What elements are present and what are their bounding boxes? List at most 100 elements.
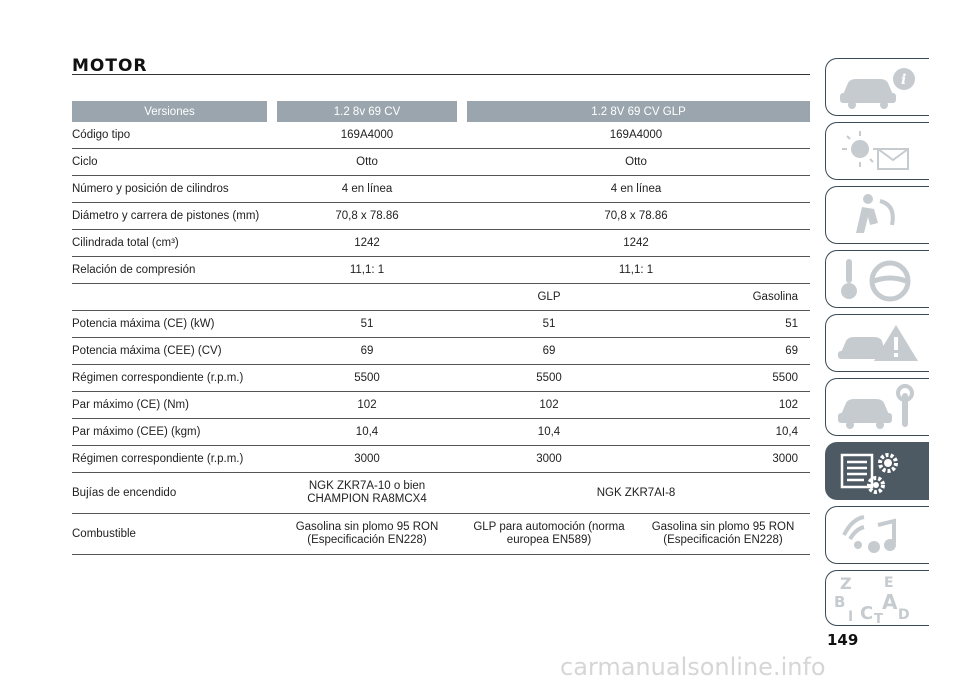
svg-text:Z: Z bbox=[840, 575, 852, 593]
table-row: Régimen correspondiente (r.p.m.) 3000 30… bbox=[72, 445, 810, 473]
table-row: Número y posición de cilindros 4 en líne… bbox=[72, 175, 810, 203]
cell-value: 70,8 x 78.86 bbox=[462, 202, 810, 230]
cell-value: NGK ZKR7A-10 o bien CHAMPION RA8MCX4 bbox=[272, 472, 462, 514]
row-label: Bujías de encendido bbox=[72, 472, 272, 514]
cell-value: 102 bbox=[462, 391, 636, 419]
row-label: Régimen correspondiente (r.p.m.) bbox=[72, 364, 272, 392]
header-version-2: 1.2 8V 69 CV GLP bbox=[462, 101, 810, 122]
lights-message-icon bbox=[842, 131, 909, 170]
tab-emergency[interactable] bbox=[825, 314, 929, 372]
cell-value: 70,8 x 78.86 bbox=[272, 202, 462, 230]
tab-specifications[interactable] bbox=[825, 442, 929, 500]
cell-value: 51 bbox=[462, 310, 636, 338]
cell-value: Gasolina sin plomo 95 RON (Especificació… bbox=[636, 513, 810, 555]
cell-value: 11,1: 1 bbox=[272, 256, 462, 284]
row-label: Régimen correspondiente (r.p.m.) bbox=[72, 445, 272, 473]
cell-value: 5500 bbox=[462, 364, 636, 392]
cell-value: GLP para automoción (norma europea EN589… bbox=[462, 513, 636, 555]
cell-line: NGK ZKR7A-10 o bien bbox=[308, 480, 426, 492]
cell-line: (Especificación EN228) bbox=[663, 534, 783, 546]
row-label: Combustible bbox=[72, 513, 272, 555]
table-row: Par máximo (CE) (Nm) 102 102 102 bbox=[72, 391, 810, 419]
tab-safety[interactable] bbox=[825, 186, 929, 244]
engine-spec-table: Versiones 1.2 8v 69 CV 1.2 8V 69 CV GLP … bbox=[72, 101, 810, 555]
table-header-row: Versiones 1.2 8v 69 CV 1.2 8V 69 CV GLP bbox=[72, 101, 810, 122]
tab-car-info[interactable]: i bbox=[825, 58, 929, 116]
subheader-gasolina: Gasolina bbox=[636, 283, 810, 311]
cell-value: 69 bbox=[462, 337, 636, 365]
cell-value: 69 bbox=[272, 337, 462, 365]
cell-value: 10,4 bbox=[462, 418, 636, 446]
cell-value: 4 en línea bbox=[462, 175, 810, 203]
row-label: Número y posición de cilindros bbox=[72, 175, 272, 203]
page-title: MOTOR bbox=[72, 56, 148, 76]
table-row: Diámetro y carrera de pistones (mm) 70,8… bbox=[72, 202, 810, 230]
cell-value: 51 bbox=[636, 310, 810, 338]
table-row: Bujías de encendido NGK ZKR7A-10 o bien … bbox=[72, 472, 810, 514]
row-label: Diámetro y carrera de pistones (mm) bbox=[72, 202, 272, 230]
tab-lights-messages[interactable] bbox=[825, 122, 929, 180]
watermark: carmanualsonline.info bbox=[560, 653, 826, 681]
cell-value: 10,4 bbox=[272, 418, 462, 446]
row-label: Potencia máxima (CEE) (CV) bbox=[72, 337, 272, 365]
table-row: Combustible Gasolina sin plomo 95 RON (E… bbox=[72, 513, 810, 555]
cell-value: 169A4000 bbox=[462, 122, 810, 149]
fuel-subheader-row: GLP Gasolina bbox=[72, 283, 810, 311]
car-info-icon: i bbox=[840, 68, 915, 109]
header-version-1: 1.2 8v 69 CV bbox=[272, 101, 467, 122]
cell-value: 69 bbox=[636, 337, 810, 365]
cell-value: 51 bbox=[272, 310, 462, 338]
row-label: Par máximo (CEE) (kgm) bbox=[72, 418, 272, 446]
title-divider bbox=[72, 74, 810, 75]
multimedia-icon bbox=[842, 515, 896, 553]
cell-value: 1242 bbox=[462, 229, 810, 257]
cell-value: 10,4 bbox=[636, 418, 810, 446]
svg-text:T: T bbox=[874, 612, 883, 623]
subheader-glp: GLP bbox=[462, 283, 636, 311]
cell-line: GLP para automoción (norma bbox=[473, 521, 625, 533]
cell-line: CHAMPION RA8MCX4 bbox=[307, 493, 427, 505]
cell-value: Otto bbox=[272, 148, 462, 176]
cell-line: Gasolina sin plomo 95 RON bbox=[295, 521, 439, 533]
svg-text:E: E bbox=[884, 575, 894, 591]
svg-text:i: i bbox=[901, 72, 906, 88]
header-versiones: Versiones bbox=[72, 101, 277, 122]
airbag-safety-icon bbox=[856, 194, 895, 233]
page-number: 149 bbox=[827, 631, 859, 649]
svg-text:C: C bbox=[860, 603, 873, 623]
cell-value: 102 bbox=[272, 391, 462, 419]
cell-value: 169A4000 bbox=[272, 122, 462, 149]
cell-value: 5500 bbox=[636, 364, 810, 392]
specifications-gear-icon bbox=[840, 453, 898, 494]
table-row: Ciclo Otto Otto bbox=[72, 148, 810, 176]
cell-line: Gasolina sin plomo 95 RON bbox=[651, 521, 795, 533]
cell-line: europea EN589) bbox=[506, 534, 592, 546]
cell-value: 3000 bbox=[462, 445, 636, 473]
table-row: Código tipo 169A4000 169A4000 bbox=[72, 122, 810, 149]
cell-value: 3000 bbox=[636, 445, 810, 473]
cell-value: 102 bbox=[636, 391, 810, 419]
tab-maintenance[interactable] bbox=[825, 378, 929, 436]
tab-multimedia[interactable] bbox=[825, 506, 929, 564]
cell-value: 4 en línea bbox=[272, 175, 462, 203]
svg-text:I: I bbox=[848, 609, 853, 623]
cell-value: 3000 bbox=[272, 445, 462, 473]
cell-value: 5500 bbox=[272, 364, 462, 392]
cell-value: 1242 bbox=[272, 229, 462, 257]
tab-starting-driving[interactable] bbox=[825, 250, 929, 308]
table-row: Par máximo (CEE) (kgm) 10,4 10,4 10,4 bbox=[72, 418, 810, 446]
row-label: Cilindrada total (cm³) bbox=[72, 229, 272, 257]
table-row: Régimen correspondiente (r.p.m.) 5500 55… bbox=[72, 364, 810, 392]
svg-text:B: B bbox=[834, 593, 845, 611]
row-label: Potencia máxima (CE) (kW) bbox=[72, 310, 272, 338]
svg-text:D: D bbox=[898, 607, 910, 623]
cell-value: NGK ZKR7AI-8 bbox=[462, 472, 810, 514]
row-label: Par máximo (CE) (Nm) bbox=[72, 391, 272, 419]
row-label: Relación de compresión bbox=[72, 256, 272, 284]
cell-value: Otto bbox=[462, 148, 810, 176]
cell-line: (Especificación EN228) bbox=[307, 534, 427, 546]
svg-text:A: A bbox=[882, 590, 898, 614]
car-warning-icon bbox=[838, 325, 918, 361]
